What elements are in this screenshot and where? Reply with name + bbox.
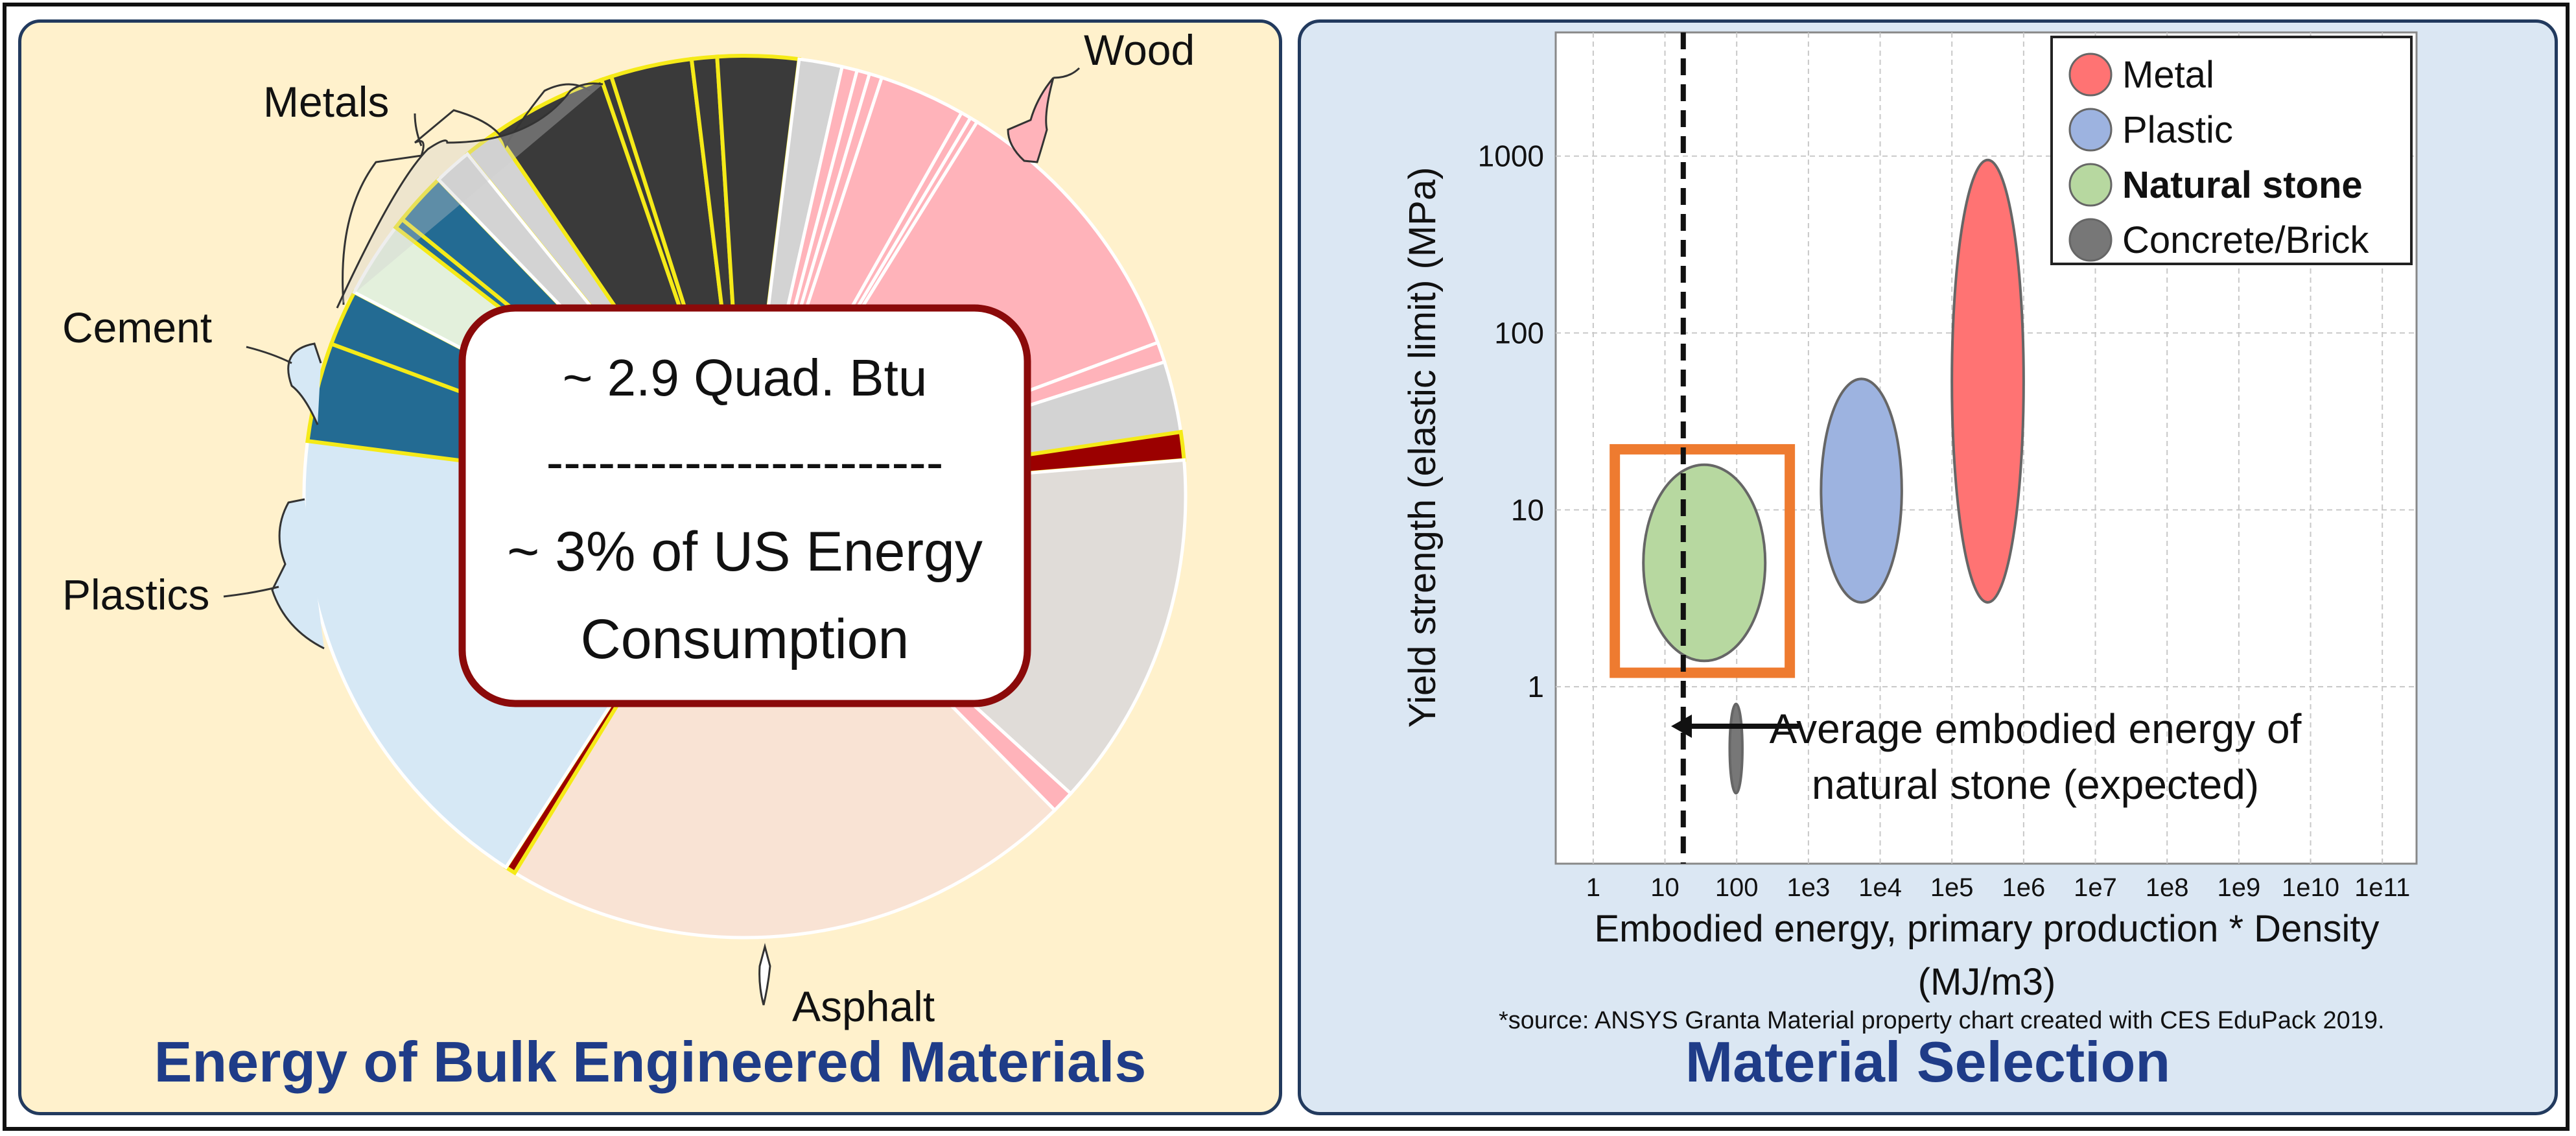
plastics-brace <box>271 498 325 650</box>
legend-label: Concrete/Brick <box>2122 219 2369 261</box>
wood-tip <box>1007 77 1055 163</box>
annotation-arrow-head <box>1671 715 1692 738</box>
bubble-natural-stone <box>1642 463 1767 663</box>
legend-swatch <box>2068 108 2113 152</box>
legend-label: Metal <box>2122 54 2214 96</box>
pie-chart: Metals Wood Cement Plastics Asphalt ~ 2.… <box>62 26 1195 1030</box>
wood-label: Wood <box>1084 26 1195 74</box>
x-tick-label: 1e3 <box>1786 873 1830 902</box>
legend-swatch <box>2068 53 2113 97</box>
x-axis-title-line-2: (MJ/m3) <box>1918 961 2056 1003</box>
x-tick-label: 1 <box>1586 873 1600 902</box>
callout-percent: ~ 3% of US Energy <box>507 521 983 583</box>
x-tick-label: 1e8 <box>2146 873 2189 902</box>
plastics-leader <box>223 586 279 598</box>
x-tick-label: 1e4 <box>1858 873 1902 902</box>
legend: Metal Plastic Natural stone Concrete/Brick <box>2068 53 2369 262</box>
pie-slice <box>512 493 1057 940</box>
cement-brace <box>287 342 322 425</box>
bubble-plastic <box>1820 377 1903 604</box>
x-tick-label: 1e6 <box>2002 873 2045 902</box>
legend-label: Plastic <box>2122 109 2233 151</box>
outer-frame <box>3 3 2570 1131</box>
wood-leader <box>1053 67 1081 79</box>
cement-label: Cement <box>62 303 212 351</box>
plastics-label: Plastics <box>62 571 209 619</box>
annotation-line-1: Average embodied energy of <box>1770 705 2302 752</box>
x-tick-label: 1e9 <box>2217 873 2260 902</box>
y-tick-label: 1 <box>1527 670 1544 704</box>
metals-leader <box>414 113 423 147</box>
y-axis-title: Yield strength (elastic limit) (MPa) <box>1401 167 1444 728</box>
property-bubbles <box>1642 158 2025 795</box>
legend-label: Natural stone <box>2122 164 2363 206</box>
callout-quad-btu: ~ 2.9 Quad. Btu <box>563 349 928 407</box>
x-tick-label: 1e5 <box>1930 873 1974 902</box>
metals-bracket <box>342 83 591 305</box>
tick-labels: 1 10 100 1e3 1e4 1e5 1e6 1e7 1e8 1e9 1e10 1e11 1 10 10… <box>1478 139 2411 902</box>
callout-divider: ----------------------- <box>546 433 944 491</box>
y-tick-label: 1000 <box>1478 139 1544 173</box>
legend-swatch <box>2068 218 2113 262</box>
asphalt-label: Asphalt <box>792 982 935 1030</box>
x-tick-label: 1e11 <box>2354 873 2410 902</box>
energy-callout-box <box>458 304 1031 707</box>
metals-label: Metals <box>263 78 389 126</box>
bubble-concrete-brick <box>1728 702 1744 795</box>
asphalt-tip <box>758 943 771 1006</box>
y-tick-label: 100 <box>1494 316 1544 350</box>
x-tick-label: 1e10 <box>2282 873 2339 902</box>
cement-leader <box>246 346 292 364</box>
x-tick-label: 10 <box>1650 873 1680 902</box>
energy-panel-title: Energy of Bulk Engineered Materials <box>154 1030 1147 1094</box>
x-tick-label: 100 <box>1715 873 1759 902</box>
source-note: *source: ANSYS Granta Material property … <box>1499 1007 2385 1034</box>
callout-consumption: Consumption <box>581 608 909 670</box>
metals-brace <box>336 82 603 309</box>
material-selection-title: Material Selection <box>1685 1030 2171 1094</box>
bubble-metal <box>1950 158 2025 604</box>
y-tick-label: 10 <box>1511 493 1544 527</box>
x-tick-label: 1e7 <box>2074 873 2117 902</box>
legend-swatch <box>2068 163 2113 207</box>
x-axis-title-line-1: Embodied energy, primary production * De… <box>1594 908 2379 950</box>
natural-stone-highlight-box <box>1610 444 1796 678</box>
annotation-line-2: natural stone (expected) <box>1812 761 2259 808</box>
